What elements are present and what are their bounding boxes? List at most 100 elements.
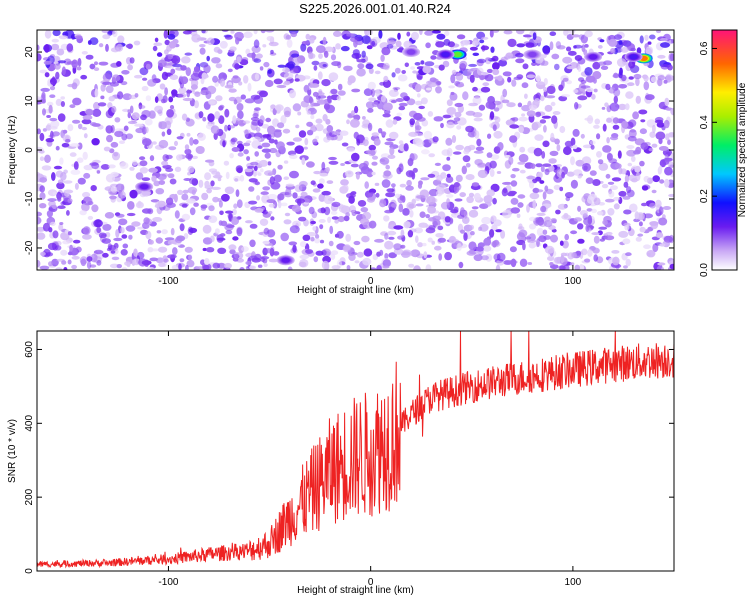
spectrogram-cell xyxy=(110,47,120,53)
spectrogram-cell xyxy=(548,165,555,172)
spectrogram-cell xyxy=(543,125,547,133)
spectrogram-cell xyxy=(62,240,71,245)
spectrogram-cell xyxy=(350,191,357,195)
spectrogram-cell xyxy=(367,107,374,113)
spectrogram-cell xyxy=(446,173,451,178)
spectrogram-cell xyxy=(111,256,120,261)
spectrogram-cell xyxy=(436,184,446,191)
spectrogram-cell xyxy=(236,199,243,209)
spectrogram-cell xyxy=(398,105,406,111)
spectrogram-cell xyxy=(139,67,149,76)
spectrogram-cell xyxy=(517,161,526,165)
spectrogram-cell xyxy=(315,123,324,132)
spectrogram-cell xyxy=(260,30,266,34)
spectrogram-cell xyxy=(257,172,262,177)
spectrogram-cell xyxy=(154,37,159,43)
spectrogram-cell xyxy=(453,117,461,122)
spectrogram-cell xyxy=(657,262,666,266)
spectrogram-cell xyxy=(121,133,128,141)
spectrogram-cell xyxy=(655,232,664,239)
spectrogram-cell xyxy=(58,223,64,231)
spectrogram-cell xyxy=(456,125,462,130)
spectrogram-cell xyxy=(453,206,459,213)
spectrogram-cell xyxy=(571,34,581,38)
spectrogram-cell xyxy=(503,30,513,35)
spectrogram-cell xyxy=(468,241,477,251)
spectrogram-cell xyxy=(612,256,620,266)
spectrogram-cell xyxy=(491,55,499,62)
spectrogram-cell xyxy=(215,63,223,69)
spectrogram-cell xyxy=(585,75,596,83)
spectrogram-cell xyxy=(574,102,579,110)
spectrogram-cell xyxy=(572,89,579,94)
spectrogram-cell xyxy=(556,45,566,50)
spectrogram-cell xyxy=(44,30,52,39)
spectrogram-cell xyxy=(654,116,664,123)
spectrogram-cell xyxy=(252,136,262,142)
spectrogram-cell xyxy=(321,161,326,171)
spectrogram-cell xyxy=(550,234,558,243)
spectrogram-cell xyxy=(468,209,479,218)
spectrogram-cell xyxy=(573,45,577,49)
spectrogram-cell xyxy=(199,44,206,48)
snr-x-axis-label: Height of straight line (km) xyxy=(297,585,414,596)
spectrogram-cell xyxy=(145,63,151,70)
spectrogram-cell xyxy=(505,52,514,59)
spectrogram-cell xyxy=(386,44,394,49)
spectrogram-cell xyxy=(638,221,643,227)
spectrogram-cell xyxy=(335,43,341,50)
spectrogram-cell xyxy=(112,30,118,38)
spectrogram-cell xyxy=(581,156,592,166)
spectrogram-cell xyxy=(383,62,390,71)
spectrogram-cell xyxy=(76,157,84,163)
spectrogram-cell xyxy=(508,156,514,165)
spectrogram-feature xyxy=(281,257,290,263)
spectrogram-cell xyxy=(350,110,356,116)
spectrogram-cell xyxy=(134,74,143,79)
spectrogram-cell xyxy=(49,86,56,91)
spectrogram-cell xyxy=(425,214,431,219)
spectrogram-cell xyxy=(330,253,336,260)
spectrogram-cell xyxy=(319,224,324,230)
spectrogram-cell xyxy=(63,267,68,270)
spectrogram-cell xyxy=(450,74,456,84)
spectrogram-cell xyxy=(609,136,619,141)
spectrogram-cell xyxy=(414,227,423,234)
spectrogram-cell xyxy=(431,240,436,245)
spectrogram-cell xyxy=(206,85,217,95)
spectrogram-cell xyxy=(515,52,524,58)
spectrogram-cell xyxy=(316,99,327,105)
spectrogram-cell xyxy=(165,197,174,206)
spectrogram-cell xyxy=(206,188,213,194)
spectrogram-cell xyxy=(425,264,432,270)
spectrogram-cell xyxy=(587,214,592,224)
spectrogram-cell xyxy=(435,233,444,238)
spectrogram-cell xyxy=(350,163,359,168)
spectrogram-cell xyxy=(323,195,334,205)
spectrogram-cell xyxy=(193,202,199,207)
spectrogram-cell xyxy=(366,45,373,50)
spectrogram-cell xyxy=(472,40,479,46)
spectrogram-cell xyxy=(91,123,101,127)
spectrogram-cell xyxy=(417,242,423,248)
spectrogram-cell xyxy=(605,83,611,91)
y-tick-label: -10 xyxy=(24,191,35,206)
spectrogram-cell xyxy=(167,254,177,259)
spectrogram-cell xyxy=(37,260,41,268)
spectrogram-cell xyxy=(230,137,238,143)
spectrogram-cell xyxy=(468,192,475,198)
spectrogram-cell xyxy=(500,230,506,239)
spectrogram-cell xyxy=(189,137,194,146)
spectrogram-cell xyxy=(181,203,188,208)
spectrogram-cell xyxy=(283,160,289,164)
spectrogram-cell xyxy=(168,41,177,49)
spectrogram-cell xyxy=(328,156,337,161)
spectrogram-cell xyxy=(531,121,542,129)
spectrogram-cell xyxy=(626,189,635,198)
spectrogram-cell xyxy=(315,118,323,124)
spectrogram-cell xyxy=(60,96,65,100)
spectrogram-cell xyxy=(194,100,199,109)
spectrogram-cell xyxy=(379,81,385,86)
spectrogram-cell xyxy=(331,61,341,67)
spectrogram-cell xyxy=(446,99,453,107)
